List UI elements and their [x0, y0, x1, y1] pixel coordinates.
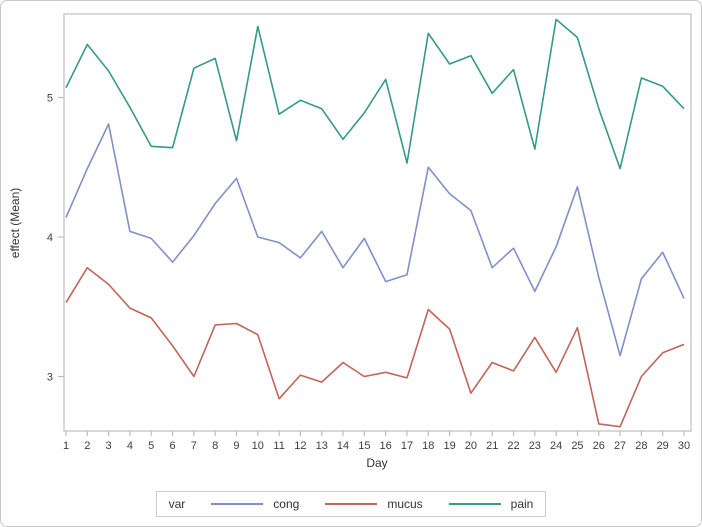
x-tick-label: 7: [191, 440, 197, 452]
x-tick-label: 26: [593, 440, 605, 452]
x-tick-label: 15: [358, 440, 370, 452]
legend: var cong mucus pain: [1, 491, 701, 517]
legend-swatch-cong: [211, 503, 264, 505]
x-tick-label: 28: [635, 440, 647, 452]
legend-entry-pain: pain: [448, 497, 534, 511]
x-tick-label: 1: [63, 440, 69, 452]
legend-box: var cong mucus pain: [155, 491, 547, 517]
x-tick-label: 16: [380, 440, 392, 452]
x-tick-label: 25: [571, 440, 583, 452]
y-axis-title: effect (Mean): [8, 188, 22, 258]
x-axis-ticks: 1 2 3 4 5 6 7 8 9 10 11 12 13 14 15 16 17 18 19 20 21 22 23 24 2…: [63, 431, 690, 452]
y-tick-label: 4: [47, 232, 53, 244]
x-tick-label: 29: [657, 440, 669, 452]
series-lines: [65, 18, 685, 428]
legend-entry-mucus: mucus: [325, 497, 423, 511]
series-line-mucus: [65, 266, 685, 428]
y-tick-label: 3: [47, 372, 53, 384]
x-tick-label: 23: [529, 440, 541, 452]
y-axis-ticks: 3 4 5: [47, 93, 64, 384]
x-tick-label: 13: [316, 440, 328, 452]
legend-label: pain: [510, 497, 534, 511]
legend-swatch-mucus: [325, 503, 378, 505]
x-tick-label: 14: [337, 440, 349, 452]
x-tick-label: 19: [443, 440, 455, 452]
x-tick-label: 22: [507, 440, 519, 452]
plot-frame: [63, 13, 692, 432]
legend-entry-cong: cong: [211, 497, 299, 511]
x-tick-label: 3: [106, 440, 112, 452]
y-tick-label: 5: [47, 93, 53, 105]
x-tick-label: 30: [678, 440, 690, 452]
x-tick-label: 27: [614, 440, 626, 452]
x-tick-label: 2: [84, 440, 90, 452]
legend-title: var: [168, 497, 186, 511]
plot-area: 345 1 2 3 4 5 6 7 8 9 10 11 12 13 14 15 16 17 18 19 20 21 22 2…: [8, 13, 692, 470]
x-tick-label: 10: [252, 440, 264, 452]
x-tick-label: 5: [148, 440, 154, 452]
x-tick-label: 9: [233, 440, 239, 452]
x-tick-label: 4: [127, 440, 133, 452]
legend-label: mucus: [387, 497, 423, 511]
legend-label: cong: [273, 497, 300, 511]
legend-entries: cong mucus pain: [211, 497, 533, 511]
series-line-cong: [65, 123, 685, 357]
x-tick-label: 24: [550, 440, 562, 452]
x-tick-label: 21: [486, 440, 498, 452]
x-tick-label: 18: [422, 440, 434, 452]
x-tick-label: 17: [401, 440, 413, 452]
x-tick-label: 12: [294, 440, 306, 452]
x-axis-title: Day: [366, 456, 387, 470]
x-tick-label: 8: [212, 440, 218, 452]
x-tick-label: 20: [465, 440, 477, 452]
legend-swatch-pain: [448, 503, 501, 505]
x-tick-label: 11: [273, 440, 284, 452]
x-tick-label: 6: [169, 440, 175, 452]
series-line-pain: [65, 18, 685, 170]
